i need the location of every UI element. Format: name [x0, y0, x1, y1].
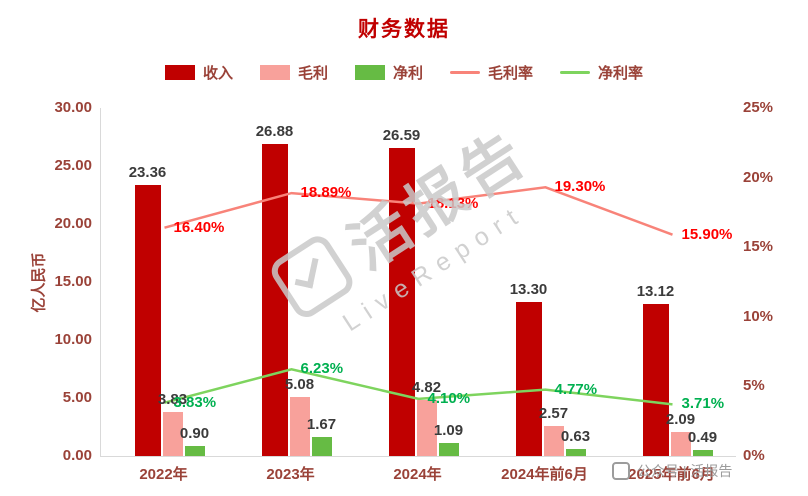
gross-margin-value-label: 18.13%	[427, 194, 479, 212]
gross-margin-value-label: 15.90%	[681, 225, 733, 243]
net-profit-bar	[438, 443, 459, 456]
right-axis-tick: 10%	[743, 307, 774, 325]
revenue-legend-swatch	[164, 65, 195, 80]
right-axis-tick: 20%	[743, 168, 774, 186]
x-axis-label: 2024年	[393, 466, 442, 483]
x-axis-label: 2024年前6月	[501, 466, 588, 483]
revenue-bar	[134, 185, 161, 456]
legend-label: 收入	[202, 65, 233, 82]
left-axis-tick: 25.00	[54, 157, 92, 174]
net-profit-bar	[184, 445, 205, 456]
revenue-value-label: 26.59	[382, 126, 421, 144]
line-series-layer	[164, 186, 673, 406]
net-margin-value-label: 4.10%	[427, 389, 471, 407]
x-axis-label: 2023年	[266, 466, 315, 483]
legend-label: 毛利	[297, 65, 328, 82]
net-margin-value-label: 4.77%	[554, 380, 598, 398]
right-axis-tick: 15%	[743, 238, 774, 256]
revenue-bar	[642, 303, 669, 456]
left-axis-tick: 15.00	[54, 273, 92, 290]
wechat-account-icon	[612, 462, 630, 480]
gross-profit-value-label: 3.83	[157, 390, 188, 408]
net-profit-bar	[565, 448, 586, 456]
left-axis-tick: 20.00	[54, 215, 92, 232]
legend-label: 净利率	[598, 65, 644, 82]
legend-item-revenue: 收入	[164, 62, 233, 83]
net-profit-value-label: 0.90	[179, 424, 210, 442]
gross-margin-legend-swatch	[450, 71, 480, 74]
net-profit-value-label: 1.67	[306, 415, 337, 433]
net-profit-bar	[311, 436, 332, 456]
net-margin-value-label: 3.71%	[681, 395, 725, 413]
left-axis-tick: 5.00	[62, 389, 92, 406]
gross-profit-bar	[162, 411, 183, 456]
net-margin-legend-swatch	[560, 71, 591, 74]
net-margin-line	[164, 368, 673, 406]
revenue-value-label: 26.88	[255, 123, 294, 141]
gross-profit-value-label: 5.08	[284, 376, 315, 394]
gross-profit-value-label: 2.09	[665, 410, 696, 428]
x-axis-label: 2022年	[139, 466, 188, 483]
legend-label: 毛利率	[488, 65, 534, 82]
gross-profit-bar	[416, 400, 437, 456]
gross-margin-value-label: 16.40%	[173, 218, 225, 236]
legend-item-gross-profit: 毛利	[259, 62, 328, 83]
gross-profit-bar	[289, 397, 310, 456]
gross-margin-value-label: 18.89%	[300, 184, 352, 202]
gross-profit-legend-swatch	[259, 65, 290, 80]
footer-watermark: 公众号 | 活报告	[612, 461, 732, 481]
gross-margin-line	[164, 186, 673, 236]
plot-area: 23.36 3.83 0.90 26.88 5.08 1.67 26.59 4.82 1.09 1…	[100, 108, 736, 457]
net-margin-value-label: 6.23%	[300, 360, 344, 378]
chart-title: 财务数据	[358, 18, 450, 41]
net-profit-legend-swatch	[354, 65, 385, 80]
left-axis-tick: 10.00	[54, 331, 92, 348]
net-profit-value-label: 1.09	[433, 422, 464, 440]
revenue-bar	[515, 301, 542, 456]
net-profit-value-label: 0.49	[687, 429, 718, 447]
x-axis-label: 2025年前6月	[628, 466, 715, 483]
gross-profit-bar	[543, 426, 564, 456]
chart-legend: 收入 毛利 净利 毛利率 净利率	[0, 62, 808, 83]
gross-profit-value-label: 4.82	[411, 379, 442, 397]
legend-item-net-profit: 净利	[354, 62, 423, 83]
gross-margin-value-label: 19.30%	[554, 178, 606, 196]
left-axis-tick: 30.00	[54, 99, 92, 116]
revenue-bar	[388, 147, 415, 456]
legend-label: 净利	[392, 65, 423, 82]
gross-profit-value-label: 2.57	[538, 405, 569, 423]
left-axis-tick: 0.00	[62, 447, 92, 464]
right-axis-tick: 5%	[743, 377, 765, 395]
right-axis-tick: 25%	[743, 99, 774, 116]
legend-item-net-margin: 净利率	[560, 62, 643, 83]
right-axis-tick: 0%	[743, 447, 765, 464]
revenue-value-label: 13.30	[509, 280, 548, 298]
net-profit-value-label: 0.63	[560, 427, 591, 445]
net-profit-bar	[692, 450, 713, 456]
gross-profit-bar	[670, 431, 691, 456]
revenue-value-label: 23.36	[128, 164, 167, 181]
legend-item-gross-margin: 毛利率	[450, 62, 533, 83]
footer-watermark-text: 公众号 | 活报告	[637, 463, 733, 479]
revenue-value-label: 13.12	[636, 282, 675, 300]
net-margin-value-label: 3.83%	[173, 393, 217, 411]
